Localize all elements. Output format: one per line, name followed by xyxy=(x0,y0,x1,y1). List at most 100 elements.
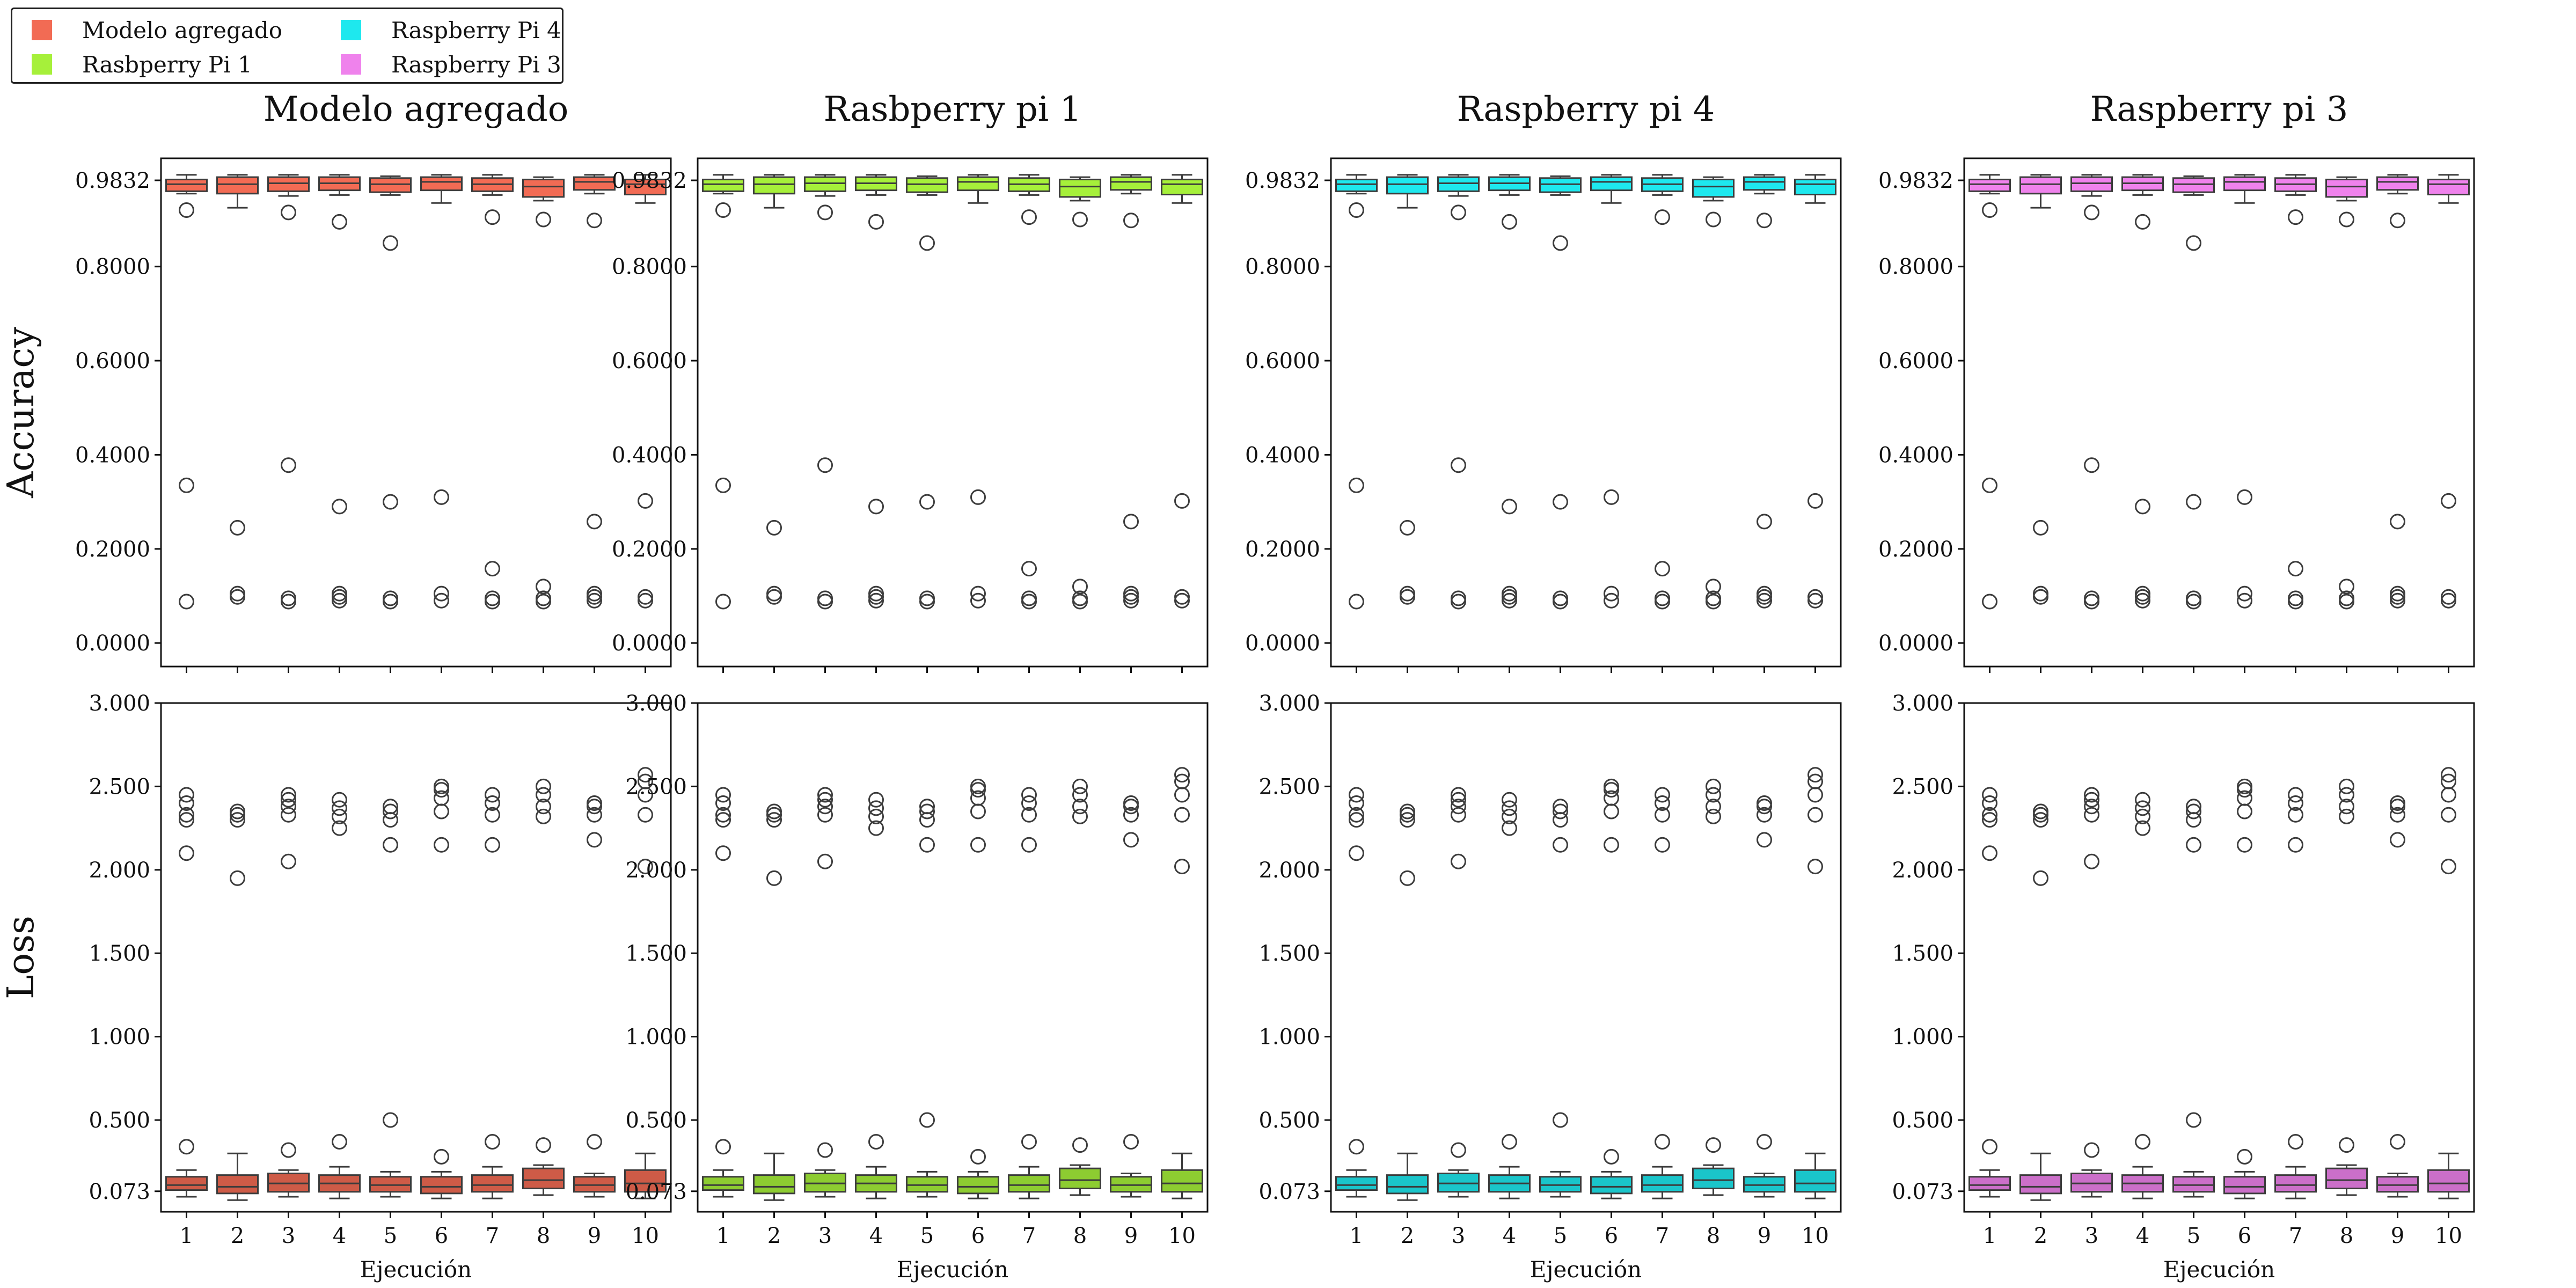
y-tick-label: 2.000 xyxy=(89,858,150,883)
outlier-point xyxy=(383,590,398,606)
outlier-point xyxy=(1502,499,1517,515)
y-tick-label: 0.073 xyxy=(1258,1180,1320,1204)
y-tick-label: 0.9832 xyxy=(612,169,687,193)
outlier-point xyxy=(919,594,935,610)
outlier-point xyxy=(1174,767,1190,783)
x-tick-label: 7 xyxy=(1022,1224,1036,1248)
outlier-point xyxy=(919,799,935,815)
outlier-point xyxy=(281,792,296,808)
outlier-point xyxy=(1757,589,1772,605)
outlier-point xyxy=(2339,787,2354,803)
outlier-point xyxy=(1174,592,1190,609)
outlier-point xyxy=(2084,853,2099,869)
outlier-point xyxy=(2033,812,2048,828)
outlier-point xyxy=(281,787,296,803)
outlier-point xyxy=(230,803,245,819)
outlier-point xyxy=(332,499,347,515)
outlier-point xyxy=(2237,592,2252,609)
box xyxy=(1743,1176,1785,1193)
outlier-point xyxy=(2390,213,2405,229)
outlier-point xyxy=(2288,795,2303,811)
outlier-point xyxy=(1400,812,1415,828)
outlier-point xyxy=(2441,807,2456,823)
outlier-point xyxy=(638,493,653,509)
outlier-point xyxy=(383,235,398,251)
outlier-point xyxy=(1982,477,1997,493)
outlier-point xyxy=(766,870,782,886)
box xyxy=(1692,1167,1735,1189)
x-tick-label: 7 xyxy=(1656,1224,1669,1248)
outlier-point xyxy=(281,853,296,869)
outlier-point xyxy=(485,590,500,606)
outlier-point xyxy=(638,592,653,609)
outlier-point xyxy=(2135,592,2150,609)
box xyxy=(267,1173,310,1193)
outlier-point xyxy=(1349,812,1364,828)
box xyxy=(2274,1174,2317,1193)
outlier-point xyxy=(536,799,551,815)
box xyxy=(1539,1176,1582,1193)
outlier-point xyxy=(485,787,500,803)
outlier-point xyxy=(1757,592,1772,609)
outlier-point xyxy=(2084,457,2099,473)
outlier-point xyxy=(1123,514,1139,530)
outlier-point xyxy=(766,803,782,819)
x-tick-label: 8 xyxy=(1073,1224,1087,1248)
y-tick-label: 0.2000 xyxy=(75,537,150,562)
outlier-point xyxy=(332,214,347,230)
outlier-point xyxy=(766,812,782,828)
outlier-point xyxy=(2441,859,2456,875)
outlier-point xyxy=(1502,792,1517,808)
outlier-point xyxy=(970,1148,986,1165)
outlier-point xyxy=(2288,807,2303,823)
box xyxy=(1968,1176,2011,1191)
outlier-point xyxy=(332,820,347,836)
outlier-point xyxy=(383,812,398,828)
outlier-point xyxy=(2288,594,2303,610)
outlier-point xyxy=(434,489,449,505)
y-tick-label: 3.000 xyxy=(1258,691,1320,716)
outlier-point xyxy=(281,807,296,823)
outlier-point xyxy=(332,800,347,816)
outlier-point xyxy=(1982,1139,1997,1155)
outlier-point xyxy=(715,807,731,823)
outlier-point xyxy=(383,494,398,510)
outlier-point xyxy=(1072,579,1088,595)
y-tick-label: 0.073 xyxy=(625,1180,687,1204)
box xyxy=(753,176,795,195)
x-tick-label: 1 xyxy=(180,1224,193,1248)
outlier-point xyxy=(1807,773,1823,789)
outlier-point xyxy=(1553,494,1568,510)
y-tick-label: 0.0000 xyxy=(1245,631,1320,656)
outlier-point xyxy=(536,211,551,228)
outlier-point xyxy=(332,589,347,605)
outlier-point xyxy=(1757,213,1772,229)
outlier-point xyxy=(2135,820,2150,836)
outlier-point xyxy=(587,799,602,815)
outlier-point xyxy=(1502,820,1517,836)
outlier-point xyxy=(230,586,245,602)
panel-loss-1: 0.073 0.500 1.000 1.500 2.000 2.500 3.000 1 2 3 4 5… xyxy=(89,691,672,1283)
outlier-point xyxy=(2084,204,2099,221)
outlier-point xyxy=(1604,489,1619,505)
outlier-point xyxy=(1655,787,1670,803)
outlier-point xyxy=(2186,1112,2201,1128)
box xyxy=(1590,176,1633,192)
outlier-point xyxy=(1123,589,1139,605)
box xyxy=(1641,1174,1684,1193)
outlier-point xyxy=(1072,787,1088,803)
axes-frame xyxy=(697,157,1209,668)
y-tick-label: 0.8000 xyxy=(1878,255,1953,280)
outlier-point xyxy=(2135,808,2150,824)
outlier-point xyxy=(1123,832,1139,848)
box xyxy=(369,1176,412,1193)
outlier-point xyxy=(1553,803,1568,819)
box xyxy=(1008,1174,1050,1193)
outlier-point xyxy=(2084,787,2099,803)
y-tick-label: 0.6000 xyxy=(75,349,150,374)
outlier-point xyxy=(434,803,449,819)
outlier-point xyxy=(1604,803,1619,819)
outlier-point xyxy=(1502,1133,1517,1150)
outlier-point xyxy=(2339,808,2354,824)
box xyxy=(702,178,744,192)
